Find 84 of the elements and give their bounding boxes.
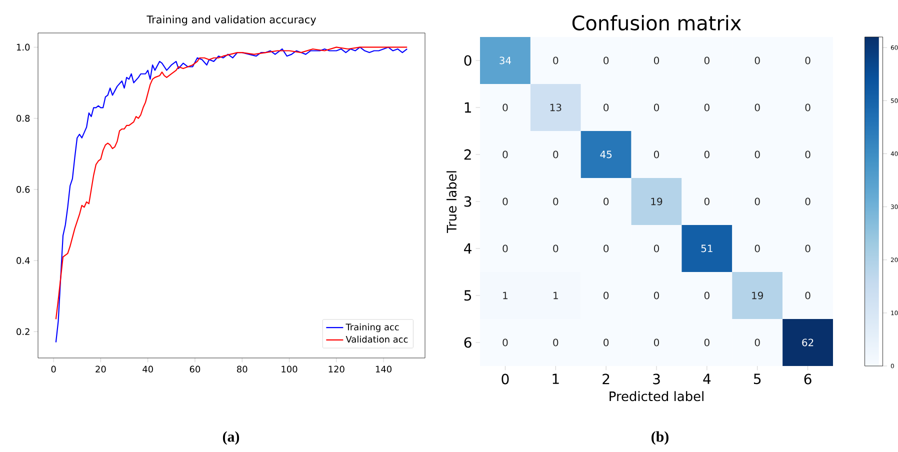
data-label: 0 (654, 244, 660, 252)
x-tick-label: 120 (328, 366, 344, 373)
data-label: 51 (701, 244, 712, 252)
x-tick-label: 80 (237, 366, 248, 373)
data-label: 0 (805, 244, 810, 252)
data-label: 0 (604, 338, 609, 346)
y-tick-label: 0 (464, 55, 472, 66)
x-tick-label: 140 (376, 366, 392, 373)
data-label: 0 (704, 150, 710, 158)
text: (b) (652, 431, 668, 445)
data-label: 0 (604, 56, 609, 64)
data-label: 0 (604, 292, 609, 300)
data-label: 0 (553, 56, 558, 64)
data-label: 0 (654, 292, 660, 300)
data-label: 0 (654, 150, 660, 158)
data-label: 0 (553, 150, 558, 158)
data-label: 45 (600, 150, 612, 158)
data-label: 1 (554, 292, 558, 300)
x-tick-label: 5 (754, 374, 761, 384)
y-tick-label: 3 (464, 196, 472, 207)
chart-title: Confusion matrix (572, 15, 742, 30)
legend-label: Validation acc (346, 336, 408, 343)
data-label: 0 (754, 56, 760, 64)
x-tick-label: 60 (190, 366, 200, 373)
x-tick-label: 4 (703, 374, 711, 384)
data-label: 0 (805, 56, 810, 64)
y-tick-label: 0.6 (16, 186, 30, 193)
y-tick-label: 0.2 (16, 328, 30, 336)
data-label: 0 (754, 150, 760, 158)
data-label: 0 (502, 338, 508, 346)
data-label: 0 (502, 198, 508, 206)
x-tick-label: 40 (142, 366, 153, 373)
y-tick-label: 4 (464, 243, 472, 254)
data-label: 0 (502, 244, 508, 252)
legend-label: Training acc (346, 323, 399, 332)
data-label: 19 (651, 198, 662, 206)
y-tick-label: 5 (464, 290, 472, 301)
y-tick-label: 2 (464, 149, 471, 160)
x-tick-label: 3 (653, 374, 660, 384)
data-label: 0 (704, 338, 710, 346)
data-label: 0 (805, 292, 810, 300)
data-label: 1 (503, 292, 508, 300)
y-tick-label: 6 (464, 337, 472, 348)
data-label: 0 (704, 292, 710, 300)
data-label: 34 (500, 56, 512, 64)
y-tick-label: 1.0 (16, 44, 30, 51)
x-tick-label: 0 (502, 374, 509, 384)
data-label: 0 (654, 338, 660, 346)
y-tick-label: 0.4 (16, 257, 30, 264)
data-label: 0 (553, 244, 558, 252)
x-tick-label: 20 (96, 366, 106, 373)
x-tick-label: 100 (282, 366, 298, 373)
x-tick-label: 0 (51, 366, 56, 373)
data-label: 0 (754, 244, 760, 252)
data-label: 0 (754, 198, 760, 206)
data-label: 0 (502, 150, 508, 158)
data-label: 0 (704, 198, 710, 206)
data-label: 0 (805, 150, 810, 158)
data-label: 0 (654, 104, 660, 112)
data-label: 0 (654, 56, 660, 64)
y-tick-label: 0.8 (16, 114, 30, 122)
data-label: 0 (604, 104, 609, 112)
data-label: 0 (604, 244, 609, 252)
data-label: 0 (754, 338, 760, 346)
data-label: 0 (604, 198, 609, 206)
chart-title: Training and validation accuracy (146, 15, 316, 26)
x-tick-label: 1 (552, 374, 559, 384)
text: (a) (222, 431, 240, 445)
data-label: 0 (502, 104, 508, 112)
data-label: 0 (754, 104, 760, 112)
data-label: 0 (805, 104, 810, 112)
data-label: 0 (805, 198, 810, 206)
y-axis-title: True label (446, 171, 457, 233)
data-label: 13 (550, 104, 562, 112)
data-label: 0 (553, 338, 558, 346)
x-tick-label: 2 (602, 374, 610, 384)
data-label: 0 (553, 198, 558, 206)
data-label: 0 (704, 104, 710, 112)
x-tick-label: 6 (804, 374, 812, 384)
data-label: 19 (752, 292, 763, 300)
data-label: 62 (802, 338, 814, 346)
data-label: 0 (704, 56, 710, 64)
y-tick-label: 1 (464, 102, 471, 113)
x-axis-title: Predicted label (610, 391, 704, 402)
